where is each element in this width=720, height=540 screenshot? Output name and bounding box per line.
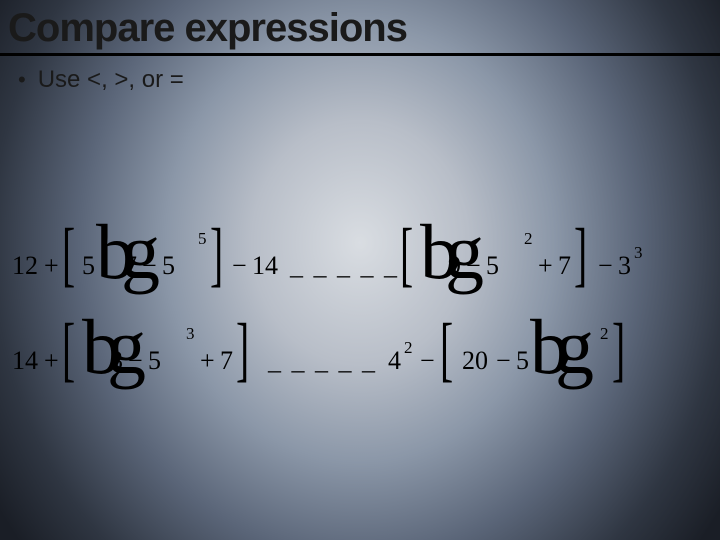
- r1r-bg: bg: [420, 207, 470, 297]
- r2l-lead: 14: [12, 346, 38, 376]
- equation-row-1: 12 + [ 5 bg 7 − 5 5 ] − 14 _ _ _ _ _ [ b…: [0, 225, 720, 310]
- r2l-plus2: +: [200, 346, 215, 376]
- r1l-m2: −: [232, 251, 247, 281]
- r2l-bg: bg: [82, 302, 132, 392]
- r2l-i2: 5: [148, 346, 161, 376]
- r2l-plus: +: [44, 346, 59, 376]
- r1l-closebrk: ]: [210, 213, 223, 296]
- r1r-suptail: 3: [634, 243, 643, 263]
- r2-blank: _ _ _ _ _: [268, 346, 377, 376]
- r1r-m2: −: [598, 251, 613, 281]
- equation-row-2: 14 + [ bg 3 − 5 3 + 7 ] _ _ _ _ _ 4 2 − …: [0, 320, 720, 405]
- r2r-i1: 20: [462, 346, 488, 376]
- r2l-i1: 3: [110, 346, 123, 376]
- r2r-bg: bg: [530, 302, 580, 392]
- r2r-openbrk: [: [440, 308, 453, 391]
- r1l-t1: 5: [82, 251, 95, 281]
- r1r-sup: 2: [524, 229, 533, 249]
- bullet-text: Use <, >, or =: [38, 66, 184, 94]
- r1l-lead: 12: [12, 251, 38, 281]
- slide-title: Compare expressions: [0, 0, 720, 51]
- r1l-plus: +: [44, 251, 59, 281]
- bullet-row: • Use <, >, or =: [0, 56, 720, 94]
- r2r-m1: −: [420, 346, 435, 376]
- r2l-m1: −: [128, 346, 143, 376]
- r1r-m1: −: [466, 251, 481, 281]
- r1r-plus: +: [538, 251, 553, 281]
- r1r-i3: 7: [558, 251, 571, 281]
- r2r-suplead: 2: [404, 338, 413, 358]
- r2r-closebrk: ]: [612, 308, 625, 391]
- r1r-i1: 9: [448, 251, 461, 281]
- r1r-openbrk: [: [400, 213, 413, 296]
- r2r-lead: 4: [388, 346, 401, 376]
- r2r-m2: −: [496, 346, 511, 376]
- bullet-marker: •: [18, 67, 26, 93]
- r1l-tail: 14: [252, 251, 278, 281]
- r1l-bg: bg: [96, 207, 146, 297]
- r2r-sup: 2: [600, 324, 609, 344]
- equations-area: 12 + [ 5 bg 7 − 5 5 ] − 14 _ _ _ _ _ [ b…: [0, 225, 720, 415]
- r2l-openbrk: [: [62, 308, 75, 391]
- r1l-sup: 5: [198, 229, 207, 249]
- r1l-m1: −: [142, 251, 157, 281]
- r1l-i2: 5: [162, 251, 175, 281]
- r2l-closebrk: ]: [236, 308, 249, 391]
- r1l-i1: 7: [124, 251, 137, 281]
- r1-blank: _ _ _ _ _: [290, 251, 399, 281]
- r2r-i2: 5: [516, 346, 529, 376]
- r1l-openbrk: [: [62, 213, 75, 296]
- r2l-sup: 3: [186, 324, 195, 344]
- r1r-closebrk: ]: [574, 213, 587, 296]
- r1r-i2: 5: [486, 251, 499, 281]
- r1r-tail: 3: [618, 251, 631, 281]
- r2l-i3: 7: [220, 346, 233, 376]
